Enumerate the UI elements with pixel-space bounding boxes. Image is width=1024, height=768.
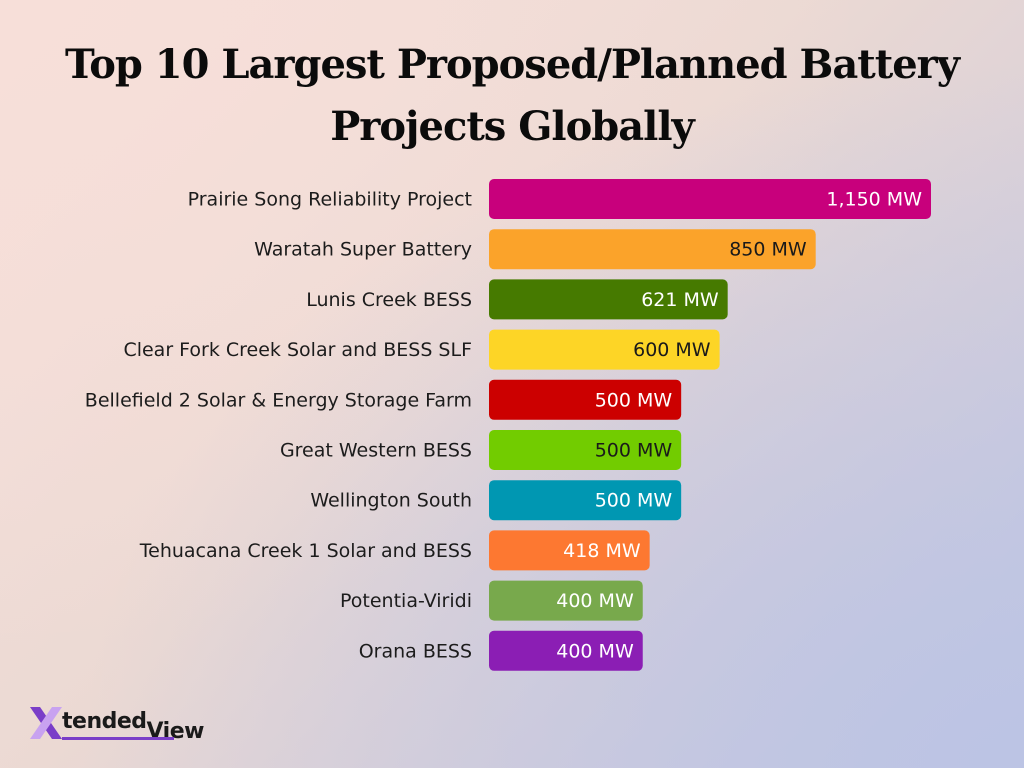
value-label: 850 MW [729,239,807,261]
category-label: Orana BESS [359,640,472,662]
bar [489,530,650,571]
chart-title-line-1: Top 10 Largest Proposed/Planned Battery [65,41,960,88]
value-label: 400 MW [556,640,634,662]
value-label: 400 MW [556,590,634,612]
bar [489,480,682,521]
value-label: 1,150 MW [826,189,922,211]
bar [489,379,682,420]
category-label: Bellefield 2 Solar & Energy Storage Farm [85,389,472,411]
value-label: 500 MW [595,389,673,411]
category-label: Wellington South [310,490,472,512]
logo-underline [62,737,174,740]
bar [489,229,816,270]
bar [489,329,720,370]
chart-title-line-2: Projects Globally [330,103,695,150]
bar [489,630,643,671]
value-label: 600 MW [633,339,711,361]
xtendedview-logo: tendedView [28,703,218,745]
bar [489,179,931,219]
category-label: Prairie Song Reliability Project [188,189,472,211]
category-label: Lunis Creek BESS [306,289,472,311]
value-label: 418 MW [563,540,641,562]
bar [489,279,728,320]
value-label: 621 MW [641,289,719,311]
category-label: Tehuacana Creek 1 Solar and BESS [139,540,472,562]
value-label: 500 MW [595,490,673,512]
logo-wordmark: tendedView [62,709,204,744]
value-label: 500 MW [595,440,673,462]
bar [489,430,682,470]
category-label: Clear Fork Creek Solar and BESS SLF [123,339,472,361]
category-label: Great Western BESS [280,440,472,462]
x-logo-icon [30,707,62,739]
bar-chart: Prairie Song Reliability Project 1,150 MW… [85,179,931,671]
logo-text-tended: tended [62,709,147,734]
category-label: Waratah Super Battery [254,239,472,261]
chart-title: Top 10 Largest Proposed/Planned Battery … [40,34,984,158]
category-label: Potentia-Viridi [340,590,472,612]
logo-text-view: View [146,719,205,744]
bar [489,580,643,621]
